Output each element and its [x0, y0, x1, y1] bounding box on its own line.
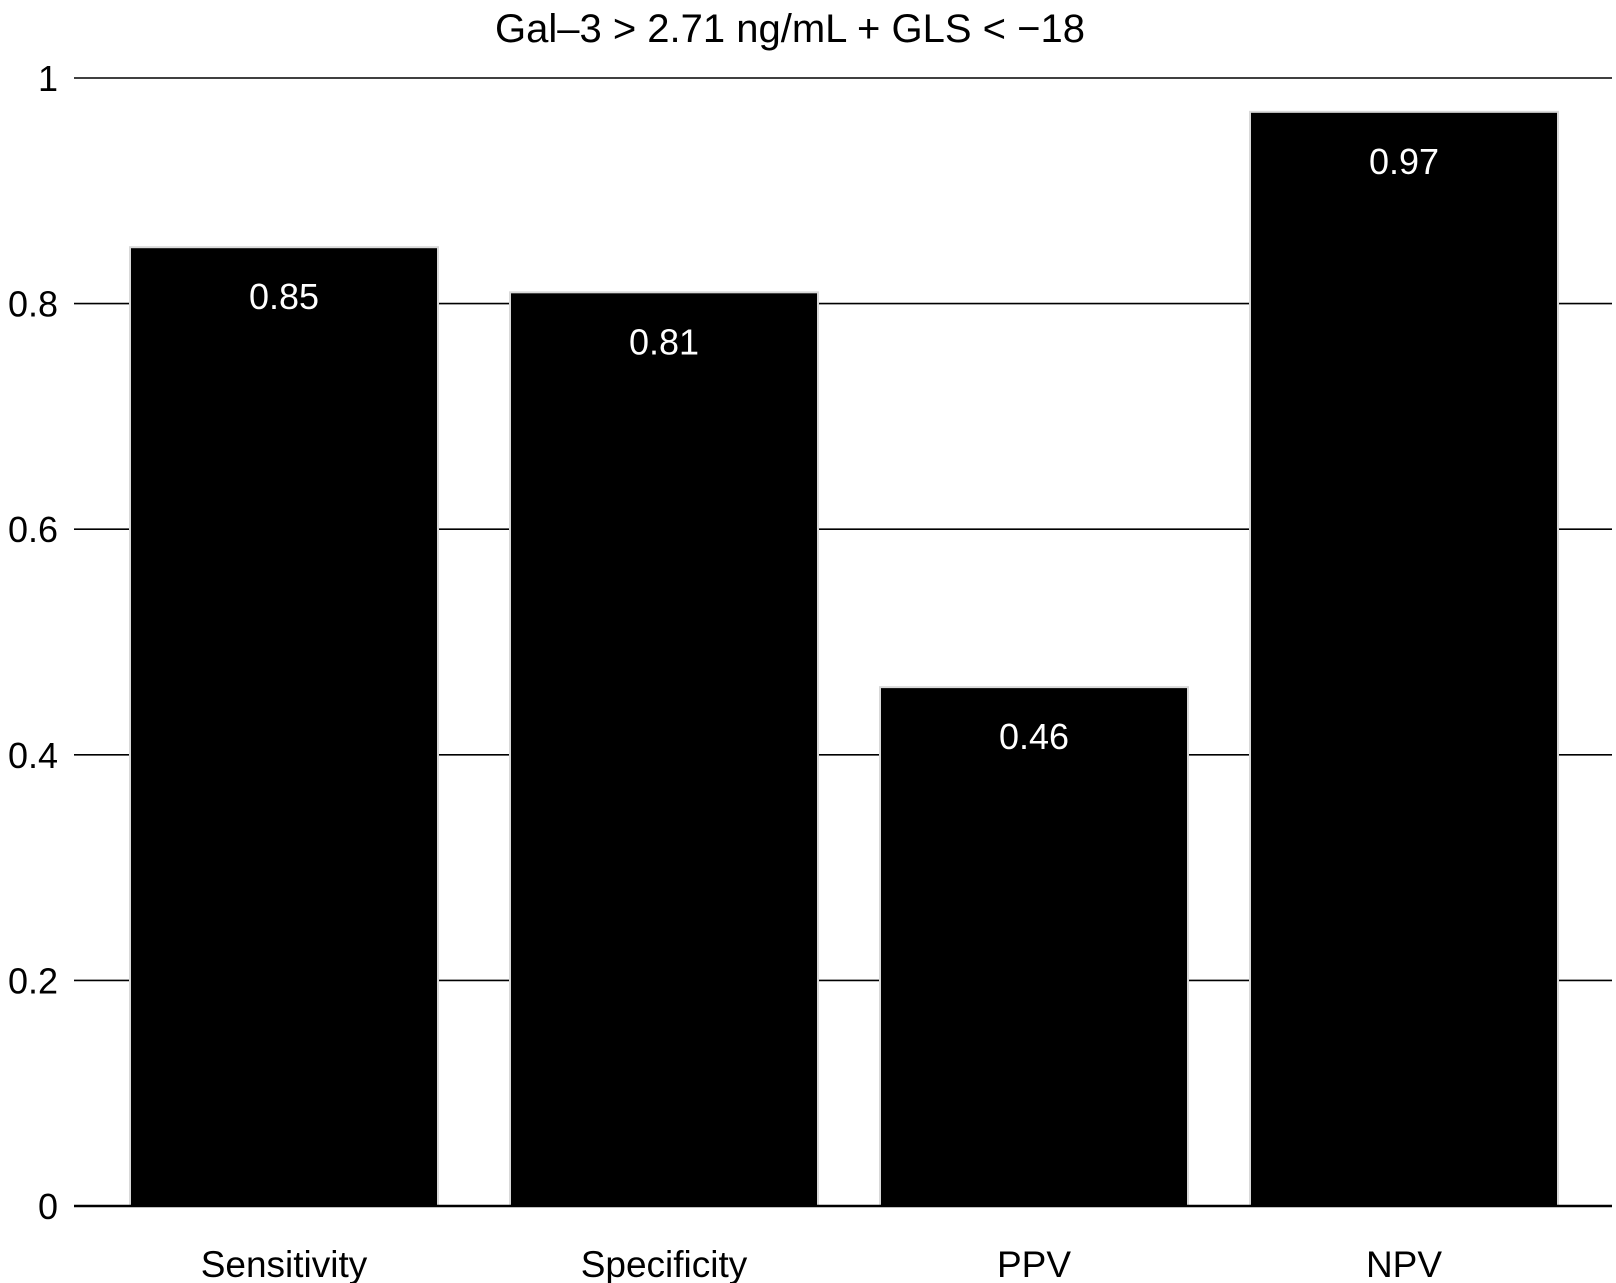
bar-specificity [509, 291, 819, 1207]
y-tick-label: 0.8 [8, 284, 58, 325]
data-label-sensitivity: 0.85 [249, 276, 319, 317]
x-axis-category-labels: Sensitivity Specificity PPV NPV [201, 1244, 1443, 1283]
bars [129, 110, 1559, 1208]
chart-title: Gal–3 > 2.71 ng/mL + GLS < −18 [495, 7, 1085, 51]
y-axis-tick-labels: 0 0.2 0.4 0.6 0.8 1 [8, 58, 58, 1227]
x-category-label: Specificity [581, 1244, 748, 1283]
data-labels: 0.85 0.81 0.46 0.97 [249, 141, 1439, 757]
bar-npv [1249, 110, 1559, 1208]
data-label-npv: 0.97 [1369, 141, 1439, 182]
bar-ppv [879, 686, 1189, 1207]
y-tick-label: 0 [38, 1186, 58, 1227]
bar-sensitivity [129, 246, 439, 1207]
y-tick-label: 0.6 [8, 509, 58, 550]
y-tick-label: 0.2 [8, 960, 58, 1001]
y-tick-label: 0.4 [8, 735, 58, 776]
x-category-label: PPV [997, 1244, 1071, 1283]
x-category-label: NPV [1366, 1244, 1442, 1283]
x-category-label: Sensitivity [201, 1244, 368, 1283]
data-label-ppv: 0.46 [999, 716, 1069, 757]
y-tick-label: 1 [38, 58, 58, 99]
data-label-specificity: 0.81 [629, 321, 699, 362]
